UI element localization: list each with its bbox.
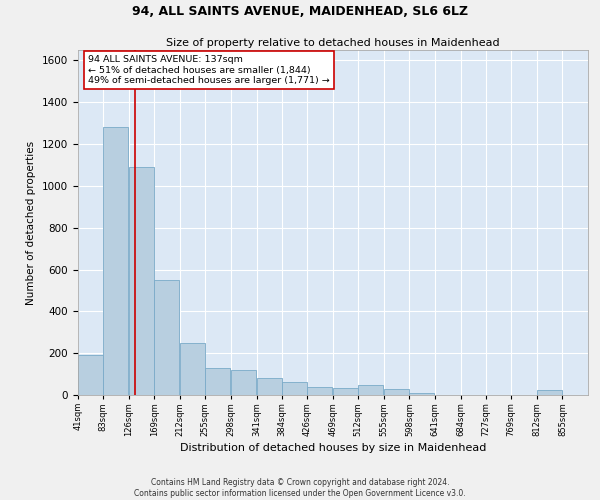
Bar [384, 388, 409, 395]
Bar [154, 280, 179, 395]
Bar [205, 368, 230, 395]
Bar [307, 386, 332, 395]
Text: Contains HM Land Registry data © Crown copyright and database right 2024.
Contai: Contains HM Land Registry data © Crown c… [134, 478, 466, 498]
Bar [333, 388, 358, 395]
Title: Size of property relative to detached houses in Maidenhead: Size of property relative to detached ho… [166, 38, 500, 48]
Bar [180, 342, 205, 395]
Y-axis label: Number of detached properties: Number of detached properties [26, 140, 37, 304]
Bar [257, 378, 281, 395]
X-axis label: Distribution of detached houses by size in Maidenhead: Distribution of detached houses by size … [180, 443, 486, 453]
Bar [231, 370, 256, 395]
Text: 94 ALL SAINTS AVENUE: 137sqm
← 51% of detached houses are smaller (1,844)
49% of: 94 ALL SAINTS AVENUE: 137sqm ← 51% of de… [88, 55, 330, 85]
Bar [128, 167, 154, 395]
Bar [409, 393, 434, 395]
Bar [282, 382, 307, 395]
Bar [103, 128, 128, 395]
Text: 94, ALL SAINTS AVENUE, MAIDENHEAD, SL6 6LZ: 94, ALL SAINTS AVENUE, MAIDENHEAD, SL6 6… [132, 5, 468, 18]
Bar [78, 356, 103, 395]
Bar [537, 390, 562, 395]
Bar [358, 384, 383, 395]
